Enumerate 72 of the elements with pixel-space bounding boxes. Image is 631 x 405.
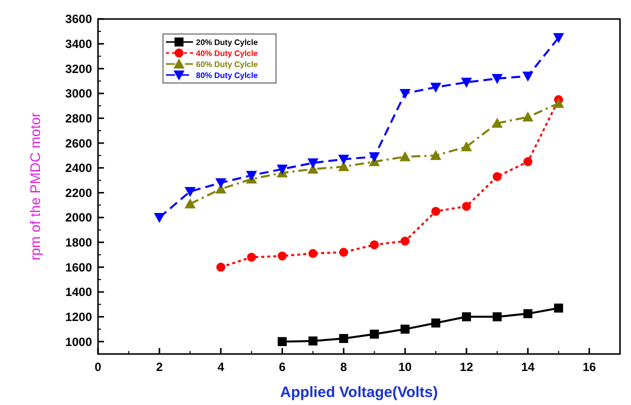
point [184, 186, 196, 197]
point [492, 312, 502, 322]
point [370, 330, 379, 339]
y-tick-label: 2200 [65, 186, 92, 200]
y-tick-label: 3200 [65, 62, 92, 76]
point [462, 202, 471, 211]
point [523, 157, 532, 166]
y-tick-label: 3000 [65, 86, 92, 101]
legend-label: 40% Duty Cylcle [196, 48, 258, 58]
point [492, 74, 503, 84]
point [523, 309, 532, 318]
point [278, 251, 287, 260]
point [276, 164, 288, 175]
x-axis-title: Applied Voltage(Volts) [280, 384, 438, 401]
point [339, 334, 348, 343]
x-tick-label: 4 [217, 360, 224, 374]
point [308, 249, 318, 258]
x-tick-label: 12 [460, 360, 474, 374]
legend-label: 80% Duty Cylcle [196, 70, 258, 80]
point [430, 82, 442, 93]
point [339, 248, 348, 257]
y-tick-label: 1600 [65, 260, 92, 274]
point [184, 198, 196, 208]
point [522, 112, 534, 122]
y-axis-title: rpm of the PMDC motor [27, 112, 43, 260]
point [553, 33, 564, 44]
y-tick-label: 3400 [65, 37, 92, 52]
point [216, 262, 226, 272]
point [400, 88, 411, 99]
point [431, 206, 440, 216]
point [460, 78, 472, 88]
y-tick-label: 1400 [65, 285, 92, 300]
y-tick-label: 2600 [65, 136, 92, 150]
x-tick-label: 2 [156, 360, 164, 374]
point [370, 240, 379, 250]
point [554, 304, 564, 313]
point [307, 158, 318, 168]
point [247, 252, 256, 262]
y-tick-label: 2400 [65, 161, 92, 176]
y-tick-label: 1000 [65, 334, 92, 349]
x-tick-label: 16 [582, 360, 596, 374]
point [522, 72, 534, 82]
point [154, 213, 165, 224]
x-tick-label: 8 [340, 360, 348, 374]
y-tick-label: 1200 [65, 310, 92, 324]
point [553, 98, 564, 108]
x-tick-label: 10 [398, 360, 412, 374]
legend-label: 20% Duty Cylcle [196, 38, 258, 47]
point [431, 318, 440, 328]
point [338, 154, 350, 165]
point [462, 312, 471, 322]
x-tick-label: 6 [278, 360, 286, 374]
x-tick-label: 14 [521, 360, 535, 374]
point [368, 152, 380, 162]
x-tick-label: 0 [94, 360, 102, 374]
point [492, 118, 503, 128]
legend-label: 60% Duty Cylcle [196, 60, 258, 69]
point [400, 151, 411, 162]
point [400, 236, 410, 246]
y-tick-label: 2000 [65, 210, 92, 225]
point [215, 178, 226, 188]
y-tick-label: 3600 [65, 12, 92, 26]
point [338, 161, 350, 172]
y-tick-label: 2800 [65, 111, 92, 126]
point [400, 324, 410, 334]
y-tick-label: 1800 [65, 236, 92, 250]
point [492, 172, 502, 182]
point [308, 336, 318, 346]
point [278, 337, 287, 346]
point [460, 141, 472, 152]
point [246, 170, 258, 181]
point [430, 150, 442, 160]
